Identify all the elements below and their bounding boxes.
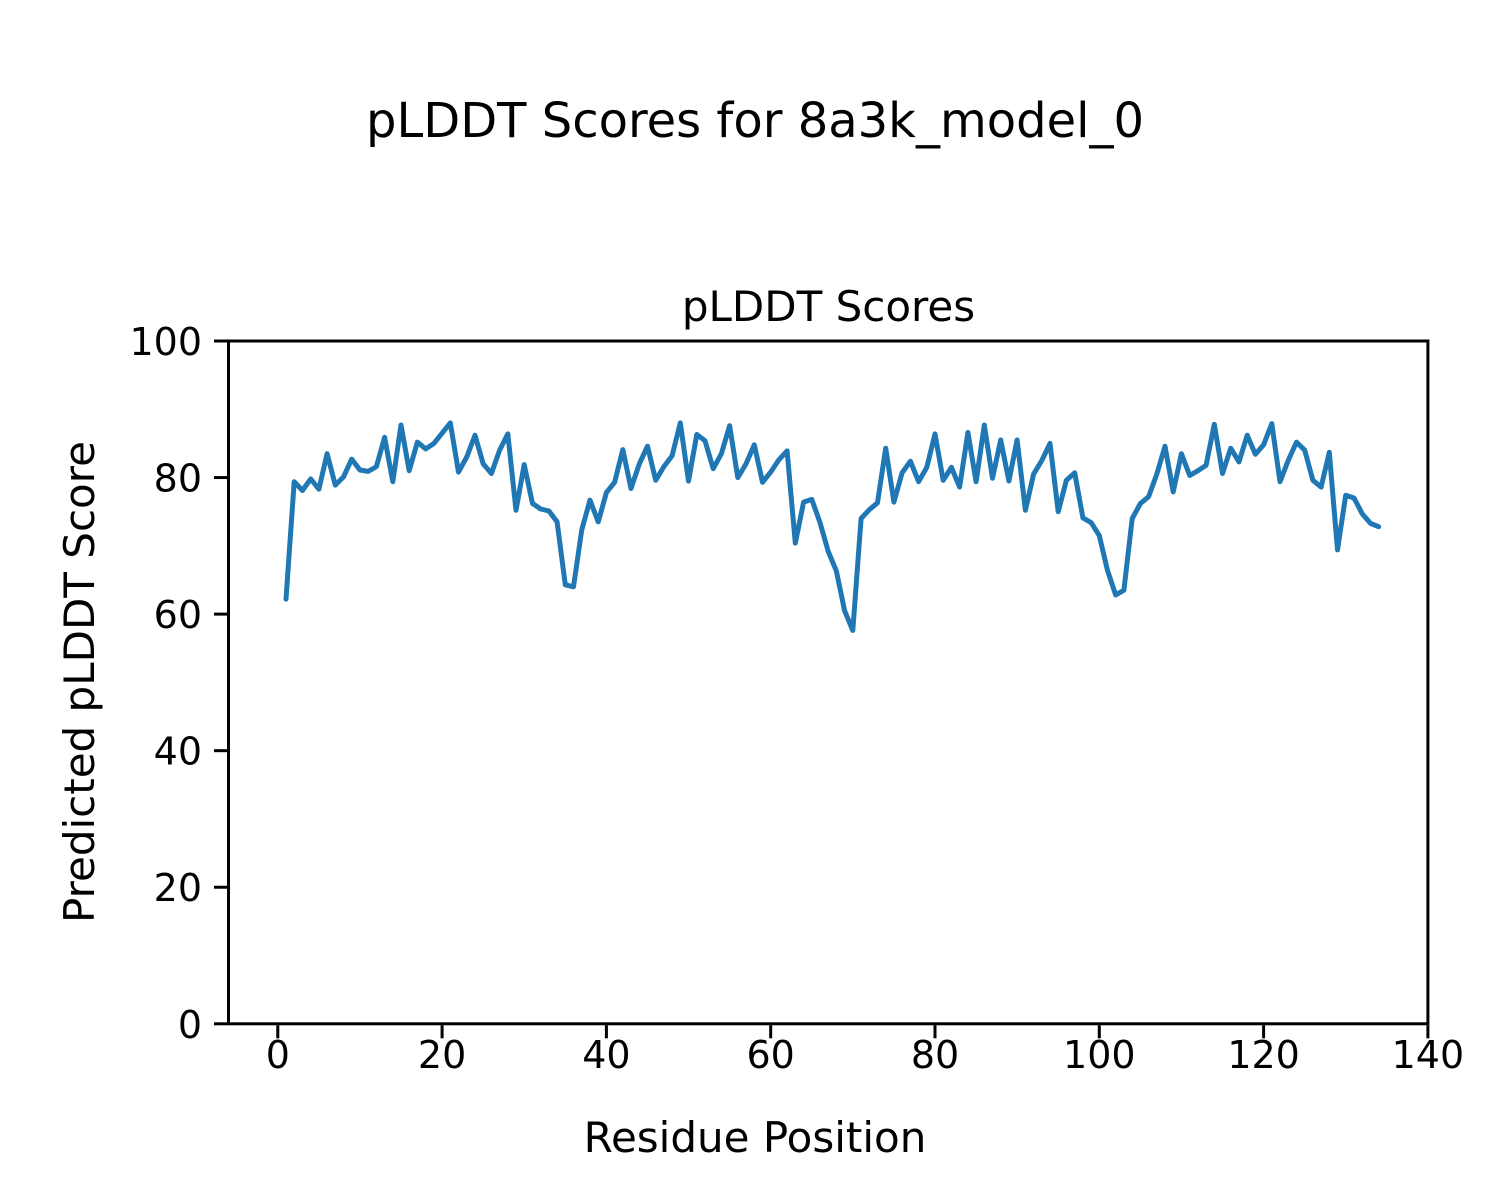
y-tick-label: 80 (154, 457, 202, 501)
x-tick-label: 80 (911, 1033, 959, 1077)
x-tick-label: 20 (418, 1033, 466, 1077)
y-axis-label: Predicted pLDDT Score (54, 441, 104, 923)
y-tick-label: 40 (154, 730, 202, 774)
x-axis-label: Residue Position (583, 1113, 927, 1162)
y-tick-label: 60 (154, 593, 202, 637)
axes-title: pLDDT Scores (681, 282, 976, 331)
x-tick-label: 140 (1392, 1033, 1465, 1077)
x-tick-label: 40 (582, 1033, 630, 1077)
figure-suptitle: pLDDT Scores for 8a3k_model_0 (366, 93, 1144, 149)
y-tick-label: 100 (129, 320, 202, 364)
x-tick-label: 60 (747, 1033, 795, 1077)
x-tick-label: 120 (1227, 1033, 1300, 1077)
axes-frame (227, 339, 1430, 1026)
x-tick-label: 0 (266, 1033, 290, 1077)
y-tick-label: 20 (154, 866, 202, 910)
y-tick-label: 0 (178, 1003, 202, 1047)
plddt-line-series (283, 420, 1382, 633)
x-tick-label: 100 (1063, 1033, 1136, 1077)
